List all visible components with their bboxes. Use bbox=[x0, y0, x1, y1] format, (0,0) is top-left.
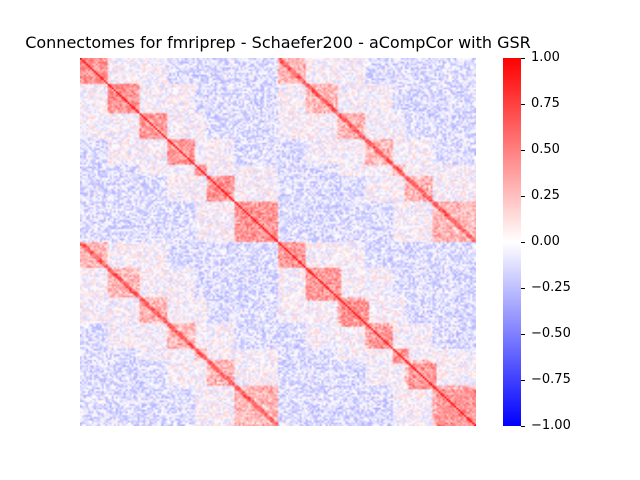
colorbar-tick bbox=[521, 334, 525, 335]
colorbar-tick bbox=[521, 104, 525, 105]
colorbar bbox=[503, 58, 521, 426]
colorbar-tick bbox=[521, 380, 525, 381]
colorbar-tick bbox=[521, 150, 525, 151]
colorbar-tick-label: −0.25 bbox=[531, 280, 571, 295]
colorbar-tick-label: 0.75 bbox=[531, 96, 560, 111]
colorbar-tick-label: 0.00 bbox=[531, 234, 560, 249]
colorbar-tick-label: −0.75 bbox=[531, 372, 571, 387]
chart-title: Connectomes for fmriprep - Schaefer200 -… bbox=[25, 33, 531, 52]
colorbar-tick-label: 0.50 bbox=[531, 142, 560, 157]
colorbar-tick bbox=[521, 288, 525, 289]
colorbar-tick bbox=[521, 426, 525, 427]
colorbar-tick-label: −0.50 bbox=[531, 326, 571, 341]
colorbar-tick-label: 1.00 bbox=[531, 50, 560, 65]
colorbar-tick bbox=[521, 242, 525, 243]
colorbar-tick-label: −1.00 bbox=[531, 418, 571, 433]
colorbar-tick-label: 0.25 bbox=[531, 188, 560, 203]
colorbar-tick bbox=[521, 196, 525, 197]
colorbar-tick bbox=[521, 58, 525, 59]
connectome-heatmap bbox=[80, 58, 476, 426]
